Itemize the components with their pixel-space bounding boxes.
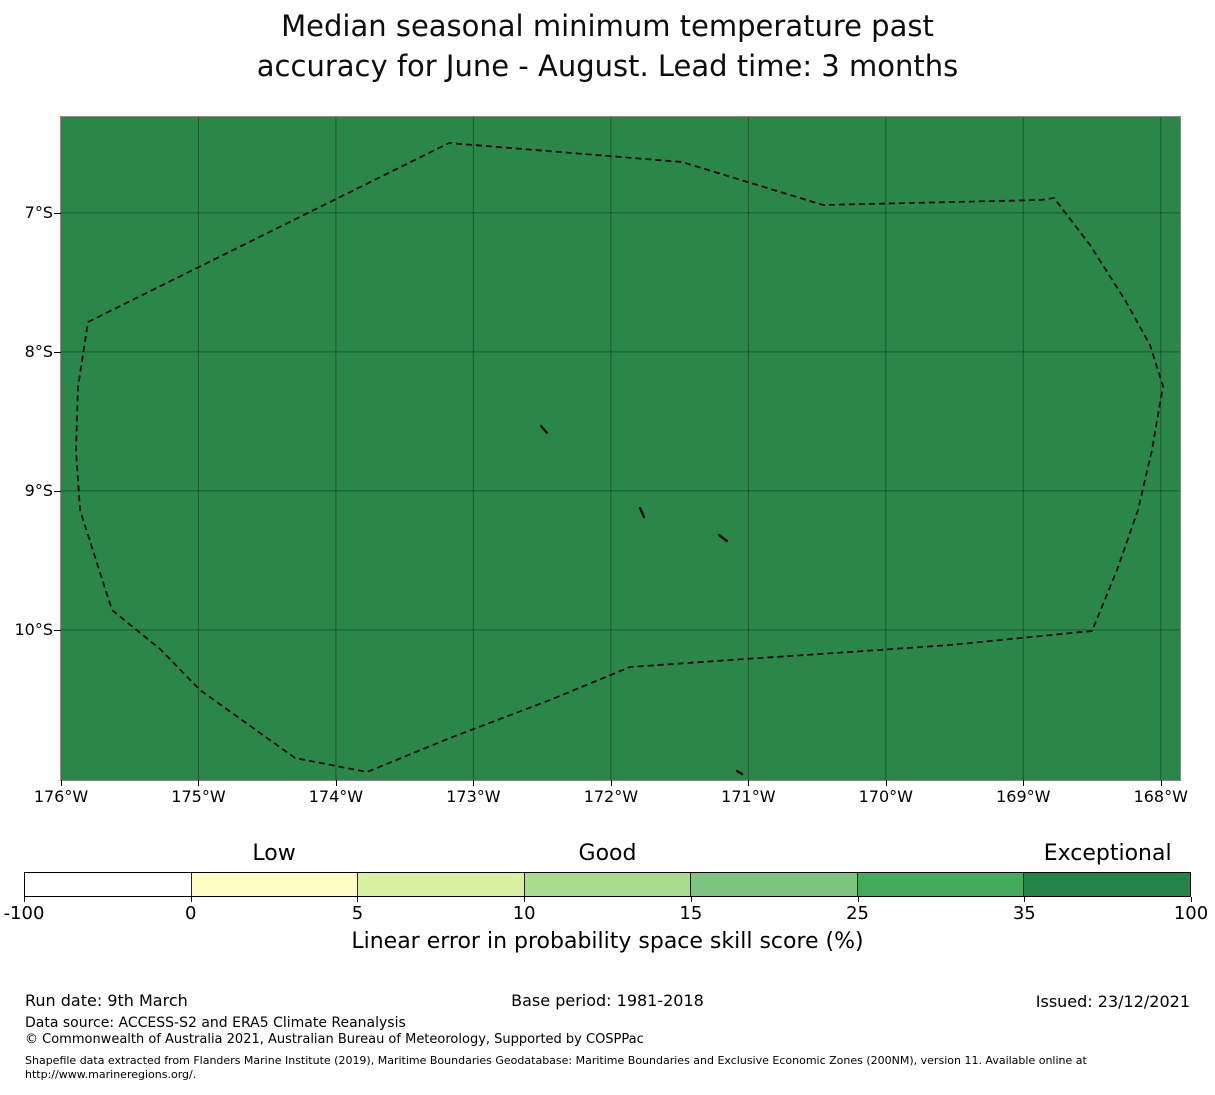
colorbar-segment bbox=[358, 873, 525, 896]
x-axis-tick-mark bbox=[335, 780, 337, 786]
x-axis-tick-label: 168°W bbox=[1133, 787, 1188, 806]
colorbar-segment bbox=[691, 873, 858, 896]
colorbar-tick-label: 25 bbox=[846, 903, 870, 924]
map-plot-area bbox=[61, 117, 1180, 780]
colorbar-tick-label: -100 bbox=[3, 903, 45, 924]
y-axis-tick-mark bbox=[54, 490, 61, 492]
colorbar-tick-mark bbox=[857, 897, 859, 902]
data-source-text: Data source: ACCESS-S2 and ERA5 Climate … bbox=[25, 1015, 406, 1031]
x-axis-tick-mark bbox=[61, 780, 62, 786]
x-axis-tick-mark bbox=[610, 780, 612, 786]
y-axis-tick-label: 7°S bbox=[24, 202, 53, 222]
shapefile-note-text: Shapefile data extracted from Flanders M… bbox=[25, 1054, 1087, 1081]
y-axis-tick-label: 10°S bbox=[14, 619, 53, 639]
colorbar-axis-label: Linear error in probability space skill … bbox=[351, 929, 864, 954]
x-axis-tick-label: 171°W bbox=[721, 787, 776, 806]
x-axis-tick-label: 175°W bbox=[171, 787, 226, 806]
y-axis-tick-mark bbox=[54, 212, 61, 214]
colorbar-segment bbox=[857, 873, 1025, 896]
colorbar-tick-mark bbox=[524, 897, 526, 902]
map-fill bbox=[61, 117, 1180, 780]
colorbar-tick-mark bbox=[24, 897, 25, 902]
colorbar-category-label: Low bbox=[252, 841, 296, 866]
colorbar-category-label: Good bbox=[578, 841, 637, 866]
x-axis-tick-mark bbox=[885, 780, 887, 786]
colorbar-tick-label: 100 bbox=[1173, 903, 1209, 924]
island-mark bbox=[638, 506, 646, 519]
run-date-text: Run date: 9th March bbox=[25, 991, 188, 1010]
x-axis-tick-label: 173°W bbox=[446, 787, 501, 806]
eez-boundary-line bbox=[75, 142, 1164, 773]
colorbar-tick-mark bbox=[1191, 897, 1192, 902]
island-mark bbox=[539, 424, 549, 435]
x-axis-tick-label: 176°W bbox=[33, 787, 89, 806]
x-axis-tick-label: 172°W bbox=[583, 787, 639, 806]
base-period-text: Base period: 1981-2018 bbox=[511, 991, 704, 1010]
issued-date-text: Issued: 23/12/2021 bbox=[1035, 992, 1190, 1011]
x-axis-tick-label: 174°W bbox=[308, 787, 364, 806]
x-axis-tick-mark bbox=[198, 780, 200, 786]
colorbar-tick-mark bbox=[690, 897, 692, 902]
colorbar bbox=[24, 872, 1191, 897]
x-axis-tick-mark bbox=[473, 780, 475, 786]
colorbar-tick-label: 35 bbox=[1012, 903, 1036, 924]
y-axis-tick-label: 8°S bbox=[24, 341, 53, 361]
island-mark bbox=[717, 533, 729, 543]
colorbar-category-label: Exceptional bbox=[1043, 841, 1172, 866]
colorbar-segment bbox=[191, 873, 359, 896]
colorbar-tick-label: 15 bbox=[679, 903, 703, 924]
x-axis-tick-mark bbox=[1160, 780, 1162, 786]
x-axis-tick-mark bbox=[1023, 780, 1025, 786]
colorbar-segment bbox=[25, 873, 192, 896]
colorbar-tick-label: 10 bbox=[512, 903, 536, 924]
y-axis-tick-mark bbox=[54, 351, 61, 353]
colorbar-tick-label: 0 bbox=[184, 903, 197, 924]
island-mark bbox=[735, 769, 744, 776]
colorbar-segment bbox=[1024, 873, 1191, 896]
x-axis-tick-mark bbox=[748, 780, 750, 786]
x-axis-tick-label: 170°W bbox=[858, 787, 913, 806]
copyright-text: © Commonwealth of Australia 2021, Austra… bbox=[25, 1032, 644, 1047]
colorbar-tick-mark bbox=[190, 897, 192, 902]
chart-title-line1: Median seasonal minimum temperature past bbox=[281, 9, 934, 43]
colorbar-tick-label: 5 bbox=[351, 903, 364, 924]
x-axis-tick-label: 169°W bbox=[996, 787, 1051, 806]
chart-title-line2: accuracy for June - August. Lead time: 3… bbox=[256, 49, 959, 83]
map-canvas bbox=[61, 117, 1180, 780]
colorbar-segment bbox=[524, 873, 692, 896]
y-axis-tick-mark bbox=[54, 629, 61, 631]
y-axis-tick-label: 9°S bbox=[24, 480, 53, 500]
colorbar-tick-mark bbox=[1024, 897, 1026, 902]
colorbar-tick-mark bbox=[357, 897, 359, 902]
